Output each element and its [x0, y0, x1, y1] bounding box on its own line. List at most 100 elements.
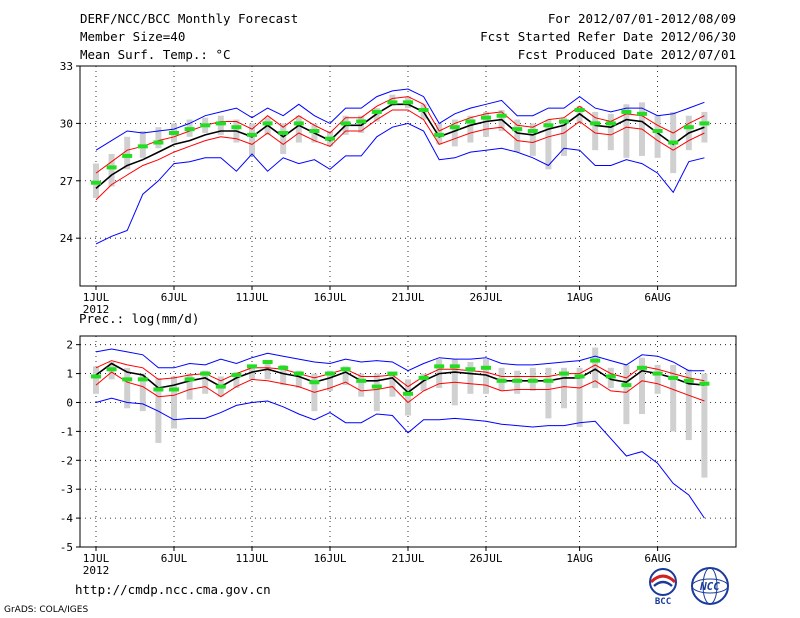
temp-min-line [95, 122, 705, 245]
prec-ytick-label: 0 [66, 396, 73, 409]
prec-median-marker [91, 374, 101, 379]
temp-lower-line [95, 109, 705, 201]
prec-median-marker [605, 374, 616, 379]
prec-box [389, 372, 396, 397]
prec-xtick-label: 1JUL [83, 552, 110, 565]
temp-median-marker [605, 121, 616, 126]
temp-xtick-label: 6JUL [161, 291, 188, 304]
temp-median-marker [574, 108, 585, 112]
temp-median-marker [387, 100, 398, 105]
temp-median-marker [356, 119, 367, 124]
temp-box [124, 136, 131, 170]
prec-box [202, 370, 209, 394]
temp-ytick-label: 30 [60, 117, 73, 130]
temp-xtick-label: 21JUL [391, 291, 424, 304]
prec-median-marker [496, 378, 507, 383]
temp-xtick-label: 1JUL [83, 291, 110, 304]
temp-xtick-label: 1AUG [566, 291, 593, 304]
prec-box [670, 364, 677, 432]
prec-box [654, 364, 661, 394]
source-url[interactable]: http://cmdp.ncc.cma.gov.cn [75, 582, 271, 597]
prec-box [639, 357, 645, 415]
prec-ytick-label: -2 [60, 454, 73, 467]
prec-median-marker [621, 383, 632, 388]
temp-box [155, 127, 162, 149]
temp-ytick-label: 33 [60, 60, 73, 73]
prec-median-marker [371, 384, 382, 389]
temp-median-marker [325, 136, 335, 141]
bcc-logo-arc [649, 574, 677, 584]
prec-median-marker [465, 367, 476, 372]
prec-ytick-label: 2 [66, 339, 73, 352]
prec-ytick-label: 1 [66, 368, 73, 381]
prec-box [327, 370, 333, 391]
prec-median-marker [574, 374, 585, 379]
prec-median-marker [637, 365, 647, 370]
prec-median-marker [122, 377, 133, 382]
prec-xtick-label: 21JUL [391, 552, 424, 565]
prec-median-marker [543, 378, 554, 383]
prec-median-marker [262, 360, 273, 365]
ncc-logo-text: NCC [699, 580, 720, 593]
prec-median-marker [512, 378, 523, 383]
temp-median-marker [262, 121, 273, 126]
temp-median-marker [481, 115, 491, 120]
temp-ytick-label: 24 [60, 232, 74, 245]
temp-median-marker [403, 100, 413, 105]
prec-box [467, 362, 474, 394]
prec-box [685, 369, 692, 441]
prec-box [701, 373, 708, 478]
prec-box [139, 373, 146, 412]
temp-mean-line [95, 103, 705, 190]
prec-median-marker [184, 377, 195, 382]
temp-box [451, 119, 458, 147]
temp-median-marker [496, 113, 507, 118]
prec-median-marker [403, 391, 413, 396]
temp-box [592, 111, 599, 151]
prec-box [545, 367, 552, 419]
temp-upper-line [95, 96, 705, 174]
forecast-period: For 2012/07/01-2012/08/09 [547, 11, 736, 26]
prec-xtick-label: 6JUL [161, 552, 188, 565]
temp-median-marker [106, 165, 117, 170]
temp-median-marker [527, 129, 538, 134]
prec-xtick-label: 16JUL [313, 552, 346, 565]
member-size: Member Size=40 [80, 29, 186, 44]
temp-median-marker [371, 109, 382, 114]
prec-median-marker [215, 384, 226, 389]
prec-box [186, 373, 193, 400]
temp-median-marker [340, 121, 351, 126]
temp-xtick-label: 26JUL [469, 291, 502, 304]
temp-box [483, 111, 489, 137]
prec-median-marker [699, 381, 710, 386]
temp-box [280, 123, 287, 154]
prec-median-marker [340, 367, 351, 372]
temp-box [607, 113, 614, 151]
temp-median-marker [543, 123, 554, 128]
prec-ytick-label: -5 [60, 541, 73, 554]
prec-median-marker [652, 371, 663, 376]
bcc-logo-wave [653, 580, 673, 587]
temp-median-marker [683, 125, 694, 130]
prec-median-marker [434, 364, 445, 369]
prec-box [420, 373, 427, 391]
temp-box [249, 123, 255, 156]
prec-median-marker [683, 378, 694, 383]
temp-xtick-label: 16JUL [313, 291, 346, 304]
prec-median-marker [325, 371, 335, 376]
temp-box [561, 117, 567, 156]
temp-max-line [95, 88, 705, 151]
temp-median-marker [621, 109, 632, 114]
prec-box [171, 376, 177, 429]
temp-median-marker [231, 125, 242, 130]
temp-box [108, 154, 115, 187]
prec-median-marker [231, 373, 242, 378]
temp-median-marker [122, 153, 133, 158]
bcc-logo-text: BCC [655, 597, 671, 606]
prec-box [623, 364, 630, 425]
prec-box [358, 373, 365, 397]
prec-median-marker [153, 387, 164, 392]
temp-median-marker [247, 132, 257, 137]
